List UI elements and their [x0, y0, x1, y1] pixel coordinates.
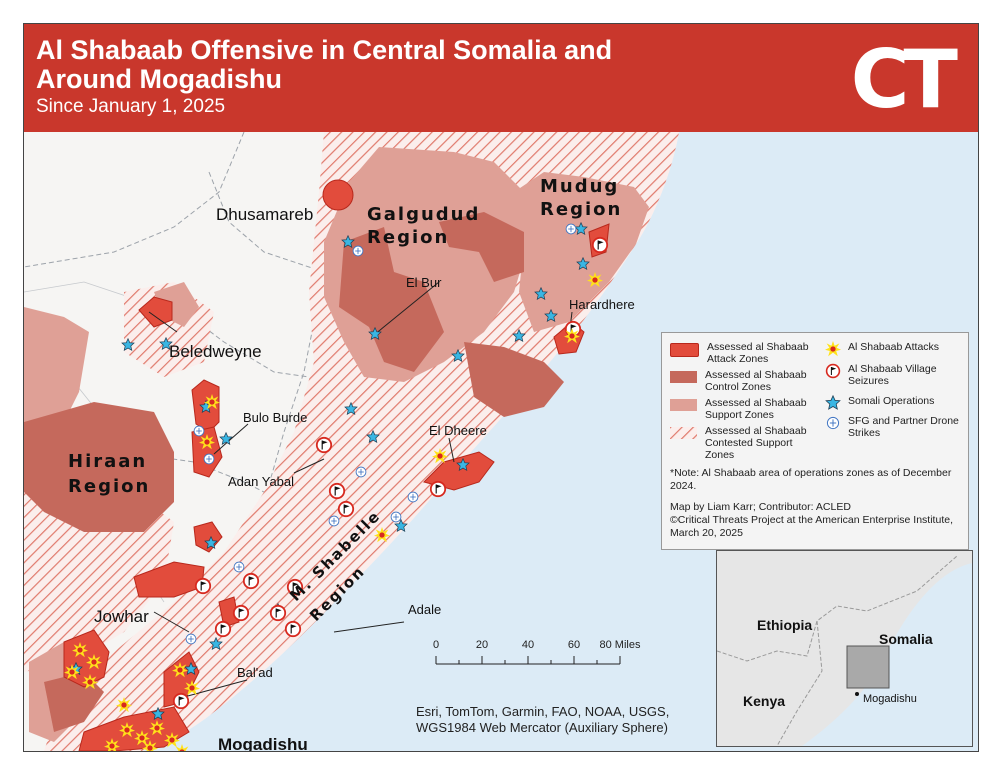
seizure-marker	[429, 480, 447, 498]
inset-land	[717, 551, 972, 746]
legend-control-zones-label: Assessed al Shabaab Control Zones	[705, 369, 807, 393]
credit-copyright: ©Critical Threats Project at the America…	[670, 514, 953, 539]
legend-attacks: Al Shabaab Attacks	[824, 341, 964, 357]
seizure-marker	[194, 577, 212, 595]
legend-control-zones: Assessed al Shabaab Control Zones	[670, 369, 820, 393]
scale-bar: 0 20 40 60 80 Miles	[433, 639, 641, 665]
sources-line-2: WGS1984 Web Mercator (Auxiliary Sphere)	[416, 720, 668, 735]
map-title: Al Shabaab Offensive in Central Somalia …	[36, 35, 613, 94]
legend-support-zones: Assessed al Shabaab Support Zones	[670, 397, 820, 421]
drone-marker	[565, 223, 577, 235]
legend-seizures-label: Al Shabaab Village Seizures	[848, 363, 937, 387]
label-mudug-line2: Region	[540, 199, 622, 220]
legend-somali-ops: Somali Operations	[824, 395, 964, 411]
map-legend: Assessed al Shabaab Attack Zones Assesse…	[661, 332, 969, 550]
attack-zone-swatch	[670, 343, 699, 357]
label-el-dheere: El Dheere	[429, 423, 487, 438]
seizure-marker	[214, 620, 232, 638]
inset-kenya: Kenya	[743, 693, 785, 709]
inset-ethiopia: Ethiopia	[757, 617, 812, 633]
legend-attacks-label: Al Shabaab Attacks	[848, 341, 940, 353]
inset-extent-box	[846, 645, 890, 689]
legend-note: *Note: Al Shabaab area of operations zon…	[670, 467, 952, 492]
sources-line-1: Esri, TomTom, Garmin, FAO, NOAA, USGS,	[416, 704, 670, 719]
attack-icon	[825, 341, 841, 357]
seizure-marker	[269, 604, 287, 622]
legend-drone-strikes-label: SFG and Partner Drone Strikes	[848, 415, 959, 439]
contested-zone-swatch	[670, 427, 697, 439]
legend-credit: Map by Liam Karr; Contributor: ACLED ©Cr…	[670, 501, 966, 540]
label-mogadishu: Mogadishu	[218, 735, 308, 751]
drone-marker	[185, 633, 197, 645]
map-subtitle: Since January 1, 2025	[36, 96, 226, 117]
legend-contested-zones: Assessed al Shabaab Contested Support Zo…	[670, 425, 820, 461]
drone-marker	[390, 511, 402, 523]
label-hiraan-line1: Hiraan	[68, 451, 147, 472]
header-banner: Al Shabaab Offensive in Central Somalia …	[24, 24, 978, 132]
scale-tick-80: 80 Miles	[600, 639, 641, 651]
label-galgudud-line2: Region	[367, 227, 449, 248]
scale-tick-20: 20	[476, 639, 488, 651]
seizure-marker	[337, 500, 355, 518]
label-harardhere: Harardhere	[569, 297, 635, 312]
label-mudug-line1: Mudug	[540, 176, 619, 197]
inset-somalia: Somalia	[879, 631, 933, 647]
inset-svg: Ethiopia Somalia Kenya Mogadishu	[717, 551, 972, 746]
village-seizure-icon	[825, 363, 841, 379]
label-balad: Bal'ad	[237, 665, 273, 680]
control-zones	[24, 212, 564, 732]
drone-marker	[407, 491, 419, 503]
label-bulo-burde: Bulo Burde	[243, 410, 307, 425]
control-zone-swatch	[670, 371, 697, 383]
legend-drone-strikes: SFG and Partner Drone Strikes	[824, 415, 964, 439]
label-jowhar: Jowhar	[94, 607, 149, 626]
label-adale: Adale	[408, 602, 441, 617]
legend-seizures: Al Shabaab Village Seizures	[824, 363, 964, 387]
drone-marker	[203, 453, 215, 465]
map-frame: Al Shabaab Offensive in Central Somalia …	[23, 23, 979, 752]
drone-marker	[233, 561, 245, 573]
seizure-marker	[315, 436, 333, 454]
inset-map: Ethiopia Somalia Kenya Mogadishu	[716, 550, 973, 747]
scale-tick-0: 0	[433, 639, 439, 651]
scale-tick-40: 40	[522, 639, 534, 651]
seizure-marker	[242, 572, 260, 590]
legend-attack-zones: Assessed al Shabaab Attack Zones	[670, 341, 820, 365]
seizure-marker	[172, 692, 190, 710]
inset-mogadishu-dot	[855, 692, 859, 696]
scale-tick-60: 60	[568, 639, 580, 651]
map-labels: Dhusamareb El Bur Harardhere Beledweyne …	[94, 205, 635, 751]
dhusamareb-attack-zone	[322, 179, 354, 211]
drone-strike-icon	[826, 416, 840, 430]
label-adan-yabal: Adan Yabal	[228, 474, 294, 489]
credit-author: Map by Liam Karr; Contributor: ACLED	[670, 501, 851, 513]
somali-operations-icon	[825, 395, 841, 410]
map-sources: Esri, TomTom, Garmin, FAO, NOAA, USGS, W…	[416, 704, 669, 736]
drone-marker	[193, 425, 205, 437]
legend-attack-zones-label: Assessed al Shabaab Attack Zones	[707, 341, 809, 365]
legend-contested-zones-label: Assessed al Shabaab Contested Support Zo…	[705, 425, 807, 461]
legend-support-zones-label: Assessed al Shabaab Support Zones	[705, 397, 807, 421]
legend-somali-ops-label: Somali Operations	[848, 395, 935, 407]
drone-marker	[328, 515, 340, 527]
label-dhusamareb: Dhusamareb	[216, 205, 313, 224]
drone-marker	[355, 466, 367, 478]
label-el-bur: El Bur	[406, 275, 442, 290]
support-zone-swatch	[670, 399, 697, 411]
label-hiraan-line2: Region	[68, 476, 150, 497]
seizure-marker	[284, 620, 302, 638]
inset-border	[717, 555, 958, 662]
label-galgudud-line1: Galgudud	[367, 204, 480, 225]
inset-mogadishu: Mogadishu	[863, 693, 917, 705]
critical-threats-logo: CT	[850, 33, 958, 126]
label-beledweyne: Beledweyne	[169, 342, 262, 361]
seizure-marker	[328, 482, 346, 500]
drone-marker	[352, 245, 364, 257]
seizure-marker	[232, 604, 250, 622]
seizure-marker	[591, 236, 609, 254]
